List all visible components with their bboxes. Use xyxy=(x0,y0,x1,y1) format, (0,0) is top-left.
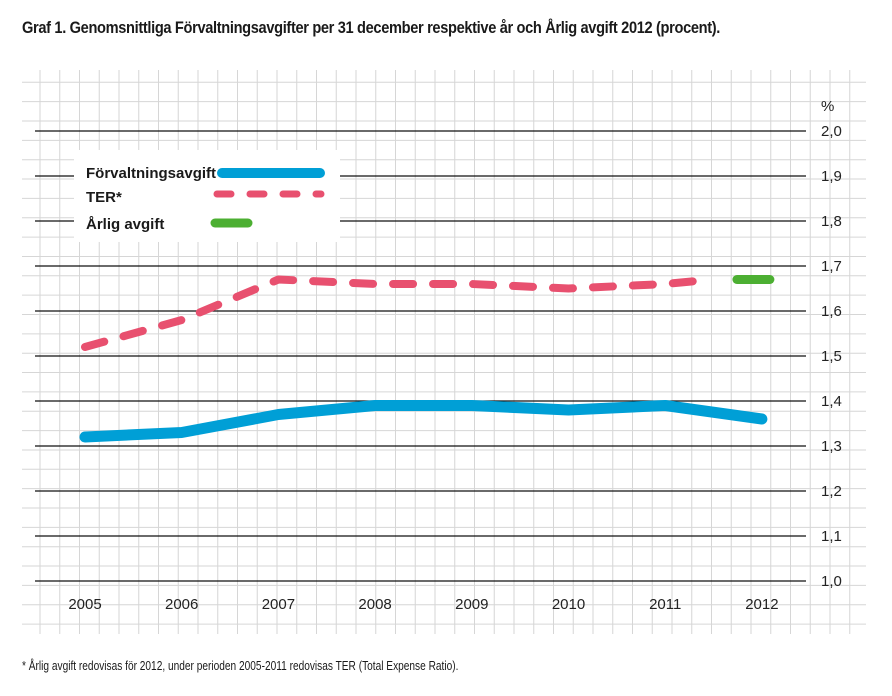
y-tick-label: 1,9 xyxy=(821,168,842,185)
x-tick-label: 2006 xyxy=(165,596,198,613)
chart-title: Graf 1. Genomsnittliga Förvaltningsavgif… xyxy=(22,18,721,37)
legend: Förvaltningsavgift TER* Årlig avgift xyxy=(74,150,340,242)
x-tick-label: 2012 xyxy=(745,596,778,613)
series-förvaltningsavgift-line xyxy=(79,400,768,443)
x-tick-label: 2007 xyxy=(262,596,295,613)
y-tick-label: 1,6 xyxy=(821,303,842,320)
y-tick-label: 1,4 xyxy=(821,393,842,410)
legend-label-forvaltningsavgift: Förvaltningsavgift xyxy=(86,165,216,182)
line-chart: 1,0 1,1 1,2 1,3 1,4 1,5 1,6 1,7 1,8 1,9 2,0 % 2005… xyxy=(22,70,866,634)
y-tick-label: 1,5 xyxy=(821,348,842,365)
y-tick-label: 1,2 xyxy=(821,483,842,500)
y-tick-label: 2,0 xyxy=(821,123,842,140)
y-tick-label: 1,3 xyxy=(821,438,842,455)
series-ter-line xyxy=(81,275,716,351)
y-tick-label: 1,1 xyxy=(821,528,842,545)
y-tick-labels: 1,0 1,1 1,2 1,3 1,4 1,5 1,6 1,7 1,8 1,9 2,0 xyxy=(821,123,842,590)
footnote: * Årlig avgift redovisas för 2012, under… xyxy=(22,658,459,673)
series-lines xyxy=(79,275,775,443)
y-tick-label: 1,0 xyxy=(821,573,842,590)
x-tick-label: 2011 xyxy=(649,596,681,613)
x-tick-label: 2009 xyxy=(455,596,488,613)
legend-label-arlig-avgift: Årlig avgift xyxy=(86,216,164,233)
y-tick-label: 1,8 xyxy=(821,213,842,230)
x-tick-labels: 2005 2006 2007 2008 2009 2010 2011 2012 xyxy=(68,596,778,613)
x-tick-label: 2005 xyxy=(68,596,101,613)
legend-label-ter: TER* xyxy=(86,189,122,206)
x-tick-label: 2008 xyxy=(358,596,391,613)
y-axis-unit: % xyxy=(821,98,834,115)
x-tick-label: 2010 xyxy=(552,596,585,613)
y-tick-label: 1,7 xyxy=(821,258,842,275)
